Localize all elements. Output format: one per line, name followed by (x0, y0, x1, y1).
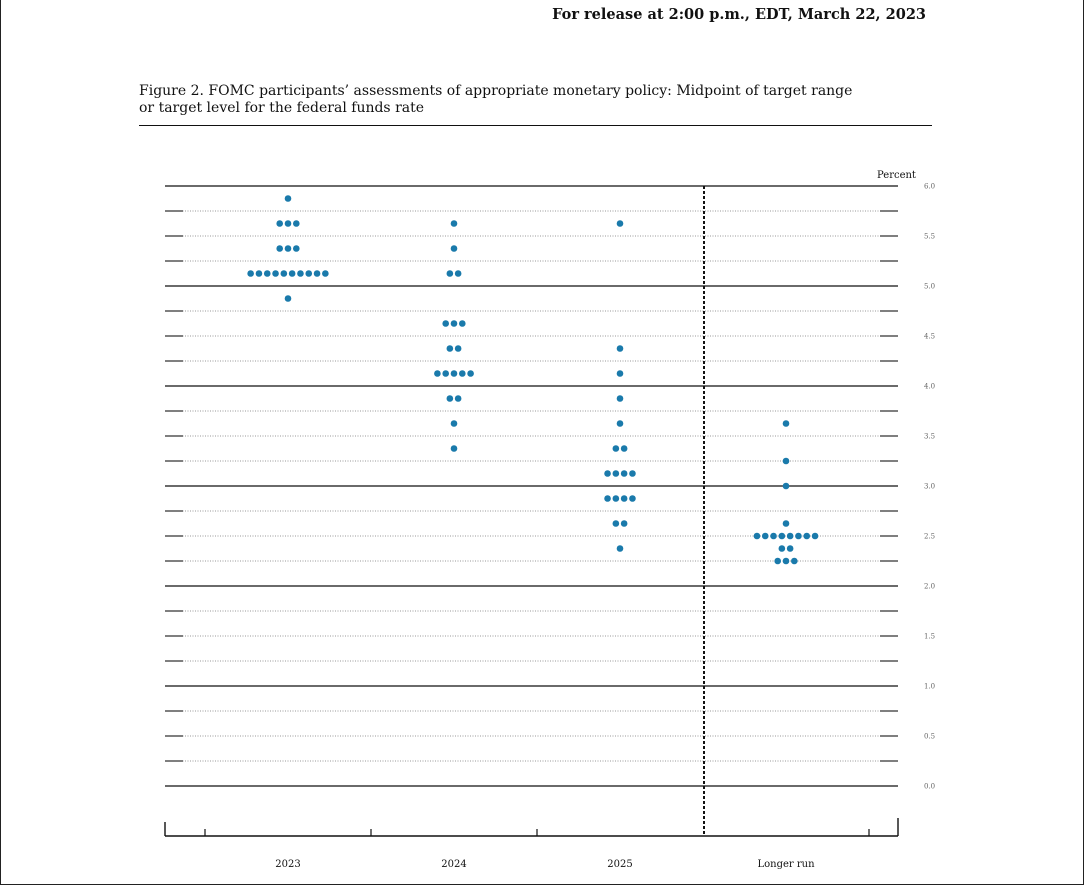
participant-dot (629, 495, 636, 502)
participant-dot (612, 520, 620, 527)
participant-dot (293, 245, 300, 252)
participant-dot (604, 470, 611, 477)
participant-dot (247, 270, 254, 277)
participant-dot (778, 545, 786, 552)
participant-dot (791, 557, 798, 565)
participant-dot (467, 370, 474, 377)
participant-dot (612, 445, 620, 452)
participant-dot (446, 395, 454, 402)
participant-dot (450, 320, 458, 327)
label-layer: 6.0 5.5 5.0 4.5 4.0 3.5 3.0 2.5 2.0 1.5 1.0 0.5 0.0 P… (275, 170, 935, 870)
participant-dot (782, 420, 790, 427)
x-category-label: 2025 (607, 859, 632, 870)
participant-dot (322, 270, 329, 277)
participant-dot (811, 532, 819, 540)
participant-dot (454, 270, 462, 277)
participant-dot (450, 445, 458, 452)
participant-dot (288, 270, 296, 277)
participant-dot (604, 495, 611, 502)
participant-dot (255, 270, 263, 277)
participant-dot (450, 245, 458, 252)
y-tick-label: 5.5 (924, 233, 935, 241)
participant-dot (616, 545, 624, 552)
participant-dot (459, 370, 466, 377)
participant-dot (782, 557, 790, 565)
participant-dot (782, 520, 790, 527)
y-tick-label: 2.0 (924, 583, 935, 591)
participant-dot (786, 545, 794, 552)
participant-dot (276, 245, 284, 252)
participant-dot (450, 220, 458, 227)
y-tick-label: 0.0 (924, 783, 935, 791)
participant-dot (442, 320, 450, 327)
participant-dot (782, 482, 790, 490)
y-axis-label: Percent (877, 170, 916, 181)
y-tick-label: 6.0 (924, 183, 935, 191)
participant-dot (442, 370, 450, 377)
participant-dot (272, 270, 279, 277)
dots-layer (247, 195, 819, 565)
participant-dot (305, 270, 313, 277)
participant-dot (313, 270, 321, 277)
participant-dot (616, 220, 624, 227)
grid-layer (165, 185, 898, 787)
title-rule (139, 125, 932, 126)
y-tick-label: 3.5 (924, 433, 935, 441)
participant-dot (620, 470, 628, 477)
participant-dot (761, 532, 769, 540)
participant-dot (616, 420, 624, 427)
participant-dot (280, 270, 288, 277)
participant-dot (620, 445, 628, 452)
participant-dot (284, 220, 292, 227)
x-category-label: Longer run (757, 859, 815, 870)
participant-dot (297, 270, 304, 277)
participant-dot (454, 345, 462, 352)
y-tick-label: 1.0 (924, 683, 935, 691)
participant-dot (612, 470, 620, 477)
release-notice: For release at 2:00 p.m., EDT, March 22,… (552, 6, 926, 23)
y-tick-label: 1.5 (924, 633, 935, 641)
figure-title-line-2: or target level for the federal funds ra… (139, 100, 425, 116)
participant-dot (446, 270, 454, 277)
y-tick-label: 0.5 (924, 733, 935, 741)
participant-dot (284, 245, 292, 252)
y-tick-label: 4.5 (924, 333, 935, 341)
participant-dot (629, 470, 636, 477)
participant-dot (284, 295, 292, 302)
participant-dot (450, 370, 458, 377)
x-category-label: 2023 (275, 859, 300, 870)
participant-dot (795, 532, 802, 540)
participant-dot (293, 220, 300, 227)
y-tick-label: 2.5 (924, 533, 935, 541)
participant-dot (803, 532, 811, 540)
participant-dot (434, 370, 441, 377)
participant-dot (454, 395, 462, 402)
participant-dot (450, 420, 458, 427)
participant-dot (770, 532, 777, 540)
axis-layer (164, 186, 899, 837)
participant-dot (620, 495, 628, 502)
y-tick-label: 5.0 (924, 283, 935, 291)
participant-dot (616, 395, 624, 402)
participant-dot (612, 495, 620, 502)
participant-dot (284, 195, 292, 202)
participant-dot (753, 532, 761, 540)
y-tick-label: 4.0 (924, 383, 935, 391)
figure-title-line-1: Figure 2. FOMC participants’ assessments… (139, 83, 853, 99)
participant-dot (620, 520, 628, 527)
participant-dot (616, 370, 624, 377)
participant-dot (778, 532, 786, 540)
participant-dot (276, 220, 284, 227)
y-tick-label: 3.0 (924, 483, 935, 491)
participant-dot (786, 532, 794, 540)
participant-dot (459, 320, 466, 327)
figure-title: Figure 2. FOMC participants’ assessments… (139, 83, 939, 117)
participant-dot (446, 345, 454, 352)
participant-dot (782, 457, 790, 465)
participant-dot (774, 557, 781, 565)
x-category-label: 2024 (441, 859, 466, 870)
participant-dot (263, 270, 271, 277)
participant-dot (616, 345, 624, 352)
